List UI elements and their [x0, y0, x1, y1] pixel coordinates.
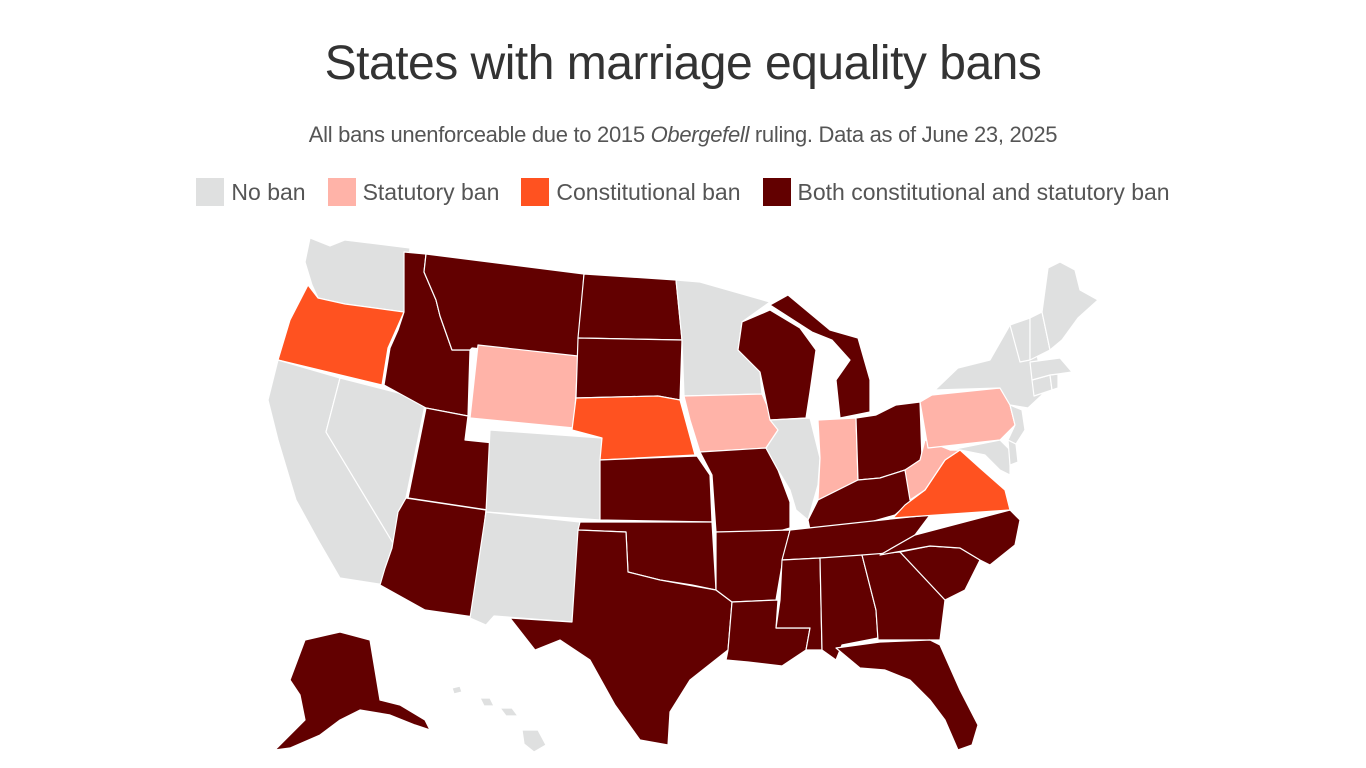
legend: No ban Statutory ban Constitutional ban … — [0, 178, 1366, 206]
states-layer — [267, 237, 1099, 753]
state-nc — [879, 509, 1021, 566]
state-fl — [835, 639, 979, 751]
subtitle-text-post: ruling. Data as of June 23, 2025 — [749, 122, 1058, 147]
legend-swatch-constitutional-ban — [521, 178, 550, 206]
chart-subtitle: All bans unenforceable due to 2015 Oberg… — [0, 122, 1366, 148]
state-wi — [737, 309, 817, 421]
state-hi2 — [479, 697, 495, 707]
state-co — [485, 429, 603, 521]
legend-label-no-ban: No ban — [231, 178, 306, 205]
state-hi4 — [521, 729, 547, 753]
state-il — [765, 417, 821, 521]
legend-item-statutory-ban: Statutory ban — [327, 178, 500, 206]
legend-swatch-statutory-ban — [327, 178, 356, 206]
state-ks — [599, 455, 713, 523]
state-nj — [1007, 404, 1026, 445]
subtitle-case-name: Obergefell — [650, 122, 750, 147]
state-md — [949, 439, 1011, 476]
state-nd — [577, 273, 683, 341]
state-hi1 — [451, 685, 463, 695]
legend-item-both-ban: Both constitutional and statutory ban — [762, 178, 1170, 206]
state-or — [277, 284, 405, 386]
state-nm — [469, 511, 581, 626]
state-hi3 — [499, 707, 519, 717]
state-me — [1041, 261, 1099, 351]
state-sd — [575, 337, 683, 401]
state-ak — [274, 631, 431, 751]
legend-swatch-both-ban — [762, 178, 791, 206]
legend-item-constitutional-ban: Constitutional ban — [521, 178, 741, 206]
legend-label-constitutional-ban: Constitutional ban — [556, 178, 741, 205]
state-ar — [715, 529, 791, 603]
subtitle-text-pre: All bans unenforceable due to 2015 — [308, 122, 651, 147]
state-tx — [509, 529, 733, 746]
legend-item-no-ban: No ban — [196, 178, 306, 206]
state-la — [725, 599, 811, 667]
state-ma — [1029, 357, 1073, 381]
legend-label-both-ban: Both constitutional and statutory ban — [797, 178, 1170, 205]
state-wy — [469, 344, 579, 429]
legend-label-statutory-ban: Statutory ban — [362, 178, 500, 205]
state-pa — [919, 387, 1016, 449]
state-ia — [683, 393, 779, 453]
state-ri — [1049, 373, 1059, 391]
legend-swatch-no-ban — [196, 178, 225, 206]
chart-title: States with marriage equality bans — [324, 37, 1042, 90]
state-mi — [769, 294, 871, 419]
